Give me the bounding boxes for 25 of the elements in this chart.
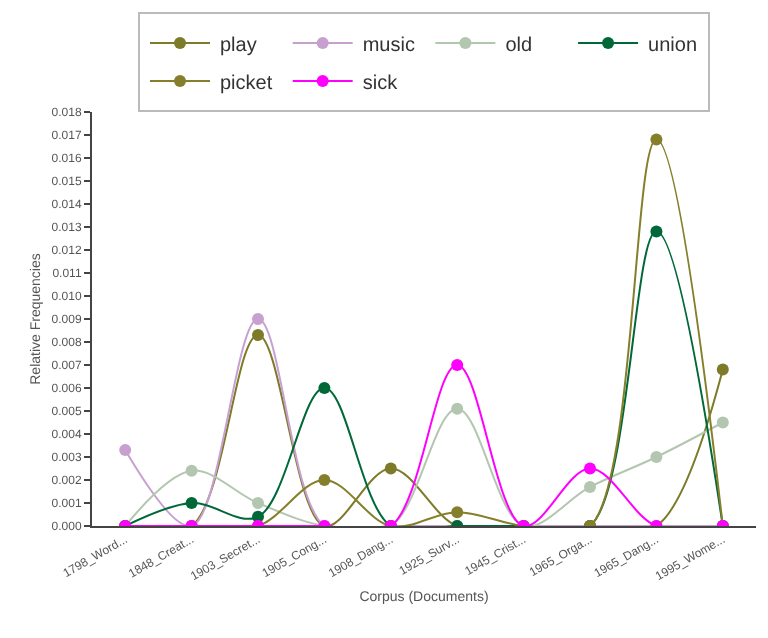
legend-label: sick xyxy=(362,72,400,95)
legend-label: old xyxy=(505,34,533,57)
point xyxy=(185,464,198,477)
point xyxy=(451,359,464,371)
legend-label: play xyxy=(220,34,257,57)
point xyxy=(716,416,729,429)
point xyxy=(252,313,264,325)
point xyxy=(318,382,331,394)
point xyxy=(384,462,397,475)
point xyxy=(252,329,264,342)
point xyxy=(716,363,729,376)
point xyxy=(650,451,663,463)
point xyxy=(451,506,464,519)
point xyxy=(650,133,663,146)
point xyxy=(650,225,663,238)
point xyxy=(119,444,132,457)
point xyxy=(318,474,331,486)
legend-label: picket xyxy=(220,72,273,95)
point xyxy=(252,497,264,509)
point xyxy=(451,402,464,415)
point xyxy=(584,480,596,493)
point xyxy=(584,462,596,475)
point xyxy=(185,497,198,509)
legend-label: union xyxy=(648,34,698,57)
legend-label: music xyxy=(362,34,415,57)
